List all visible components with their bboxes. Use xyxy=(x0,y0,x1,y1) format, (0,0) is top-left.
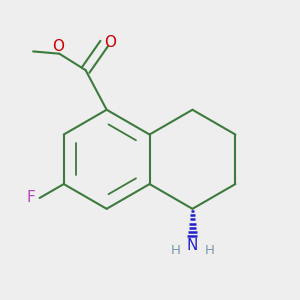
Text: F: F xyxy=(27,190,35,205)
Text: H: H xyxy=(205,244,214,256)
Text: H: H xyxy=(170,244,180,256)
Text: O: O xyxy=(104,35,116,50)
Text: O: O xyxy=(52,39,64,54)
Text: N: N xyxy=(187,238,198,253)
